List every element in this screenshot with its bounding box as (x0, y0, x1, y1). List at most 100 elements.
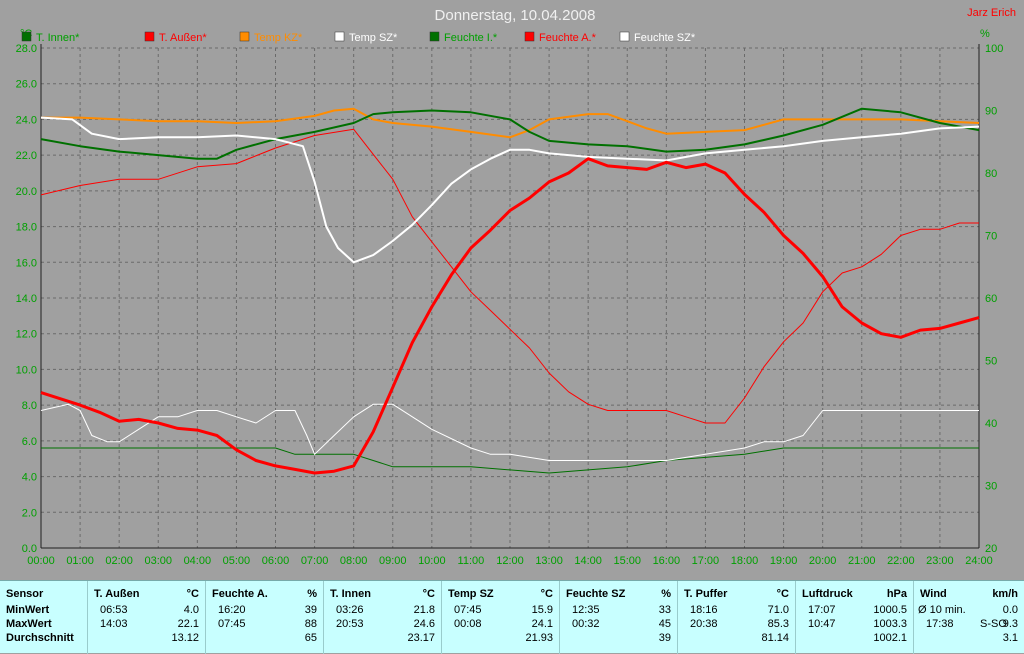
row-label-max: MaxWert (6, 618, 52, 630)
t-puffer-max: 85.3 (767, 618, 789, 630)
legend-label: Feuchte A.* (539, 32, 597, 44)
x-tick-label: 06:00 (262, 555, 290, 567)
x-tick-label: 19:00 (770, 555, 798, 567)
x-tick-label: 11:00 (458, 555, 485, 567)
left-tick-label: 24.0 (16, 114, 37, 126)
feuchte-sz-min-time: 12:35 (572, 604, 600, 616)
x-tick-label: 15:00 (613, 555, 641, 567)
left-tick-label: 22.0 (16, 150, 37, 162)
temp-sz-avg: 21.93 (525, 632, 553, 644)
legend-label: T. Außen* (159, 32, 207, 44)
legend-swatch (334, 31, 345, 42)
header-feuchte-a: Feuchte A. (212, 588, 268, 600)
luftdruck-max: 1003.3 (873, 618, 907, 630)
x-tick-label: 00:00 (27, 555, 55, 567)
series-line-temp-kz (41, 107, 980, 139)
header-t-puffer: T. Puffer (684, 588, 728, 600)
legend-label: Feuchte I.* (444, 32, 498, 44)
row-label-avg: Durchschnitt (6, 632, 74, 644)
plot-area: 0.0 2.0 4.0 6.0 8.0 10.0 12.0 14.0 16.0 18.0 20.0 2… (16, 43, 1004, 567)
left-tick-label: 26.0 (16, 79, 37, 91)
summary-col-luftdruck: Luftdruck hPa 17:07 1000.5 10:47 1003.3 100… (796, 581, 914, 654)
legend-label: Feuchte SZ* (634, 32, 696, 44)
t-innen-avg: 23.17 (407, 632, 435, 644)
right-axis-unit: % (980, 28, 990, 40)
right-tick-label: 70 (985, 231, 997, 243)
t-aussen-max-time: 14:03 (100, 618, 128, 630)
x-tick-label: 12:00 (496, 555, 524, 567)
temp-sz-max: 24.1 (531, 618, 553, 630)
summary-table: Sensor MinWert MaxWert Durchschnitt T. A… (0, 580, 1024, 654)
header-feuchte-sz: Feuchte SZ (566, 588, 626, 600)
t-innen-max: 24.6 (413, 618, 435, 630)
series-line-feuchte-sz (40, 403, 979, 461)
left-tick-label: 12.0 (16, 329, 37, 341)
left-tick-label: 10.0 (16, 364, 37, 376)
right-tick-label: 90 (985, 106, 997, 118)
temp-sz-min-time: 07:45 (454, 604, 482, 616)
wind-avg: 3.1 (1002, 632, 1018, 644)
feuchte-a-min: 39 (304, 604, 317, 616)
unit-feuchte-sz: % (661, 588, 671, 600)
x-tick-label: 23:00 (926, 555, 954, 567)
x-tick-label: 01:00 (66, 555, 94, 567)
x-tick-label: 24:00 (965, 555, 993, 567)
legend-swatch (619, 31, 630, 42)
feuchte-a-max: 88 (304, 618, 317, 630)
series-line-t-außen (40, 157, 980, 475)
feuchte-a-max-time: 07:45 (218, 618, 246, 630)
left-tick-label: 8.0 (22, 400, 37, 412)
t-aussen-max: 22.1 (177, 618, 199, 630)
x-tick-label: 07:00 (301, 555, 329, 567)
unit-feuchte-a: % (307, 588, 317, 600)
wind-max-time: 17:38 (926, 618, 954, 630)
summary-col-temp-sz: Temp SZ °C 07:45 15.9 00:08 24.1 21.93 (442, 581, 560, 654)
t-innen-max-time: 20:53 (336, 618, 364, 630)
wind-max: 9.3 (1002, 618, 1018, 630)
legend-swatch (524, 31, 535, 42)
x-tick-label: 04:00 (184, 555, 212, 567)
unit-t-innen: °C (422, 588, 435, 600)
header-t-innen: T. Innen (330, 588, 371, 600)
summary-col-t-innen: T. Innen °C 03:26 21.8 20:53 24.6 23.17 (324, 581, 442, 654)
right-tick-label: 50 (985, 356, 997, 368)
x-tick-label: 22:00 (887, 555, 915, 567)
weather-chart: Donnerstag, 10.04.2008 Jarz Erich °C % T… (16, 7, 1016, 567)
header-temp-sz: Temp SZ (448, 588, 494, 600)
t-aussen-avg: 13.12 (171, 632, 199, 644)
summary-col-feuchte-sz: Feuchte SZ% 12:35 33 00:32 45 39 (560, 581, 678, 654)
x-tick-label: 20:00 (809, 555, 837, 567)
x-tick-label: 14:00 (574, 555, 602, 567)
summary-col-sensor: Sensor MinWert MaxWert Durchschnitt (0, 581, 88, 654)
luftdruck-avg: 1002.1 (873, 632, 907, 644)
luftdruck-min-time: 17:07 (808, 604, 836, 616)
header-luftdruck: Luftdruck (802, 588, 853, 600)
left-tick-label: 16.0 (16, 257, 37, 269)
row-label-min: MinWert (6, 604, 50, 616)
left-tick-label: 6.0 (22, 436, 37, 448)
legend-label: Temp SZ* (349, 32, 398, 44)
t-innen-min: 21.8 (413, 604, 435, 616)
legend-label: T. Innen* (36, 32, 80, 44)
series-line-temp-sz (40, 116, 980, 264)
right-tick-label: 30 (985, 481, 997, 493)
feuchte-sz-avg: 39 (658, 632, 671, 644)
t-puffer-avg: 81.14 (761, 632, 789, 644)
left-tick-label: 2.0 (22, 507, 37, 519)
summary-col-t-puffer: T. Puffer °C 18:16 71.0 20:38 85.3 81.14 (678, 581, 796, 654)
legend-swatch (21, 31, 32, 42)
author-label: Jarz Erich (967, 7, 1016, 19)
t-puffer-min-time: 18:16 (690, 604, 718, 616)
legend: T. Innen* T. Außen* Temp KZ* Temp SZ* Feucht… (21, 31, 696, 44)
wind-min: 0.0 (1002, 604, 1018, 616)
feuchte-sz-max-time: 00:32 (572, 618, 600, 630)
unit-temp-sz: °C (540, 588, 553, 600)
t-innen-min-time: 03:26 (336, 604, 364, 616)
summary-col-wind: Wind km/h Ø 10 min. 0.0 17:38 S-SO 9.3 3.1 (914, 581, 1024, 654)
luftdruck-max-time: 10:47 (808, 618, 836, 630)
legend-swatch (429, 31, 440, 42)
series-line-feuchte-a (40, 128, 979, 424)
legend-label: Temp KZ* (254, 32, 303, 44)
feuchte-a-avg: 65 (304, 632, 317, 644)
header-wind: Wind (920, 588, 947, 600)
